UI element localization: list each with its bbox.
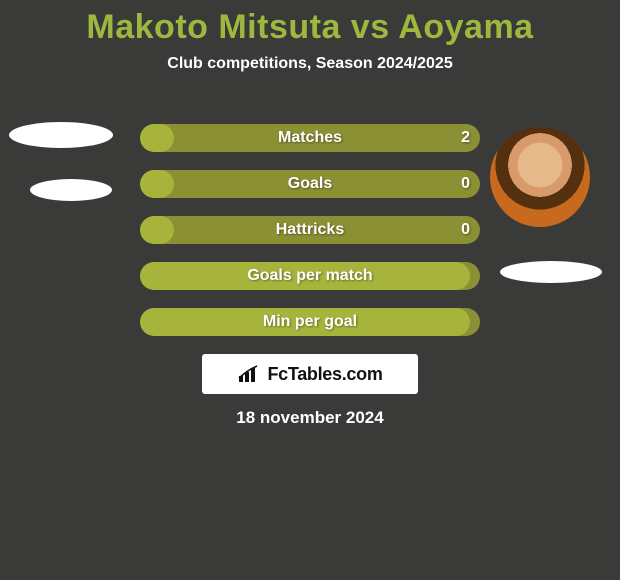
decor-ellipse	[500, 261, 602, 283]
decor-ellipse	[9, 122, 113, 148]
avatar	[490, 127, 590, 227]
brand-box: FcTables.com	[202, 354, 418, 394]
stat-label: Matches	[140, 124, 480, 152]
comparison-card: Makoto Mitsuta vs Aoyama Club competitio…	[0, 0, 620, 580]
stat-bar: Min per goal	[140, 308, 480, 336]
decor-ellipse	[30, 179, 112, 201]
stat-label: Hattricks	[140, 216, 480, 244]
stat-bar: Goals per match	[140, 262, 480, 290]
page-title: Makoto Mitsuta vs Aoyama	[0, 0, 620, 47]
stat-right-value: 0	[461, 170, 470, 198]
stat-bar: Matches2	[140, 124, 480, 152]
bars-icon	[237, 364, 263, 384]
brand-text: FcTables.com	[267, 364, 382, 385]
stat-label: Goals per match	[140, 262, 480, 290]
stat-bar: Goals0	[140, 170, 480, 198]
date-label: 18 november 2024	[0, 408, 620, 428]
stats-bars: Matches2Goals0Hattricks0Goals per matchM…	[140, 124, 480, 354]
stat-bar: Hattricks0	[140, 216, 480, 244]
stat-right-value: 0	[461, 216, 470, 244]
stat-label: Min per goal	[140, 308, 480, 336]
page-subtitle: Club competitions, Season 2024/2025	[0, 55, 620, 73]
stat-right-value: 2	[461, 124, 470, 152]
stat-label: Goals	[140, 170, 480, 198]
